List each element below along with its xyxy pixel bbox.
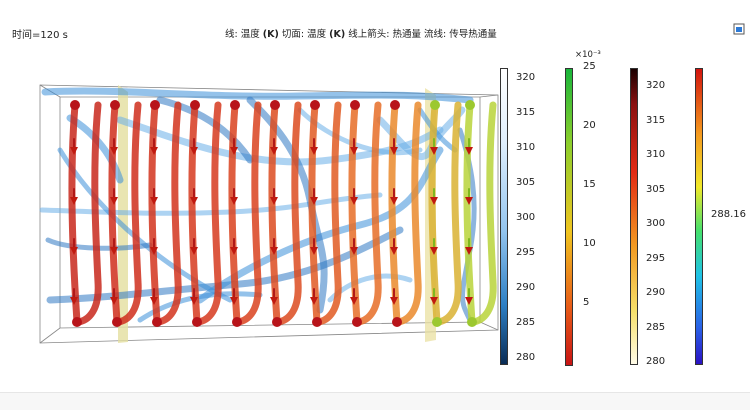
coil-node (312, 317, 322, 327)
coil-node (390, 100, 400, 110)
streamline-flux-legend: 288.16 (693, 66, 746, 366)
tick-label: 290 (516, 282, 536, 293)
stream-label: 流线: (424, 29, 447, 40)
tick-label: 295 (516, 247, 536, 258)
plot-description: 线: 温度 (K) 切面: 温度 (K) 线上箭头: 热通量 流线: 传导热通量 (225, 26, 497, 40)
time-label: 时间=120 s (12, 30, 68, 41)
coil-node (352, 317, 362, 327)
flux-colorbar (565, 68, 573, 366)
slice-colorbar (500, 68, 508, 365)
coil-node (112, 317, 122, 327)
coil-node (152, 317, 162, 327)
streamline (46, 226, 404, 304)
line-temperature-legend: 320 315 310 305 300 295 290 285 280 (628, 66, 678, 367)
streamline (156, 96, 254, 164)
tick-label: 300 (516, 212, 536, 223)
tick-label: 315 (646, 114, 666, 126)
tick-label: 315 (516, 107, 536, 118)
coil-node (190, 100, 200, 110)
coil-node (192, 317, 202, 327)
streamline (41, 87, 474, 104)
tick-label: 280 (646, 356, 666, 367)
stream-value: 传导热通量 (449, 29, 497, 40)
stream-colorbar (695, 68, 703, 365)
window-restore-icon[interactable] (733, 23, 745, 35)
arrow-flux-legend: ×10⁻³ 25 20 15 10 5 (563, 50, 613, 370)
coil-node (392, 317, 402, 327)
coil-node (465, 100, 475, 110)
slice-value: 温度 (307, 29, 327, 40)
arrow-value: 热通量 (392, 29, 421, 40)
line-unit: (K) (262, 29, 279, 40)
coil-node (70, 100, 80, 110)
coil-node (467, 317, 477, 327)
coil-node (272, 317, 282, 327)
coil-node (430, 100, 440, 110)
line-colorbar (630, 68, 638, 365)
slice-temperature-legend: 320 315 310 305 300 295 290 285 280 (498, 66, 548, 366)
tick-label: 320 (646, 80, 666, 91)
tick-label: 320 (516, 72, 536, 83)
arrow-label: 线上箭头: (348, 29, 390, 40)
tick-label: 310 (646, 149, 666, 160)
coil-node (232, 317, 242, 327)
line-label: 线: (225, 29, 238, 40)
coil-loop (348, 101, 382, 326)
tick-label: 10 (583, 238, 596, 249)
slice-label: 切面: (281, 29, 305, 40)
coil-node (270, 100, 280, 110)
plot-canvas[interactable] (0, 60, 505, 360)
tick-label: 285 (516, 317, 536, 328)
tick-label: 310 (516, 142, 536, 153)
tick-label: 305 (516, 177, 536, 188)
coil-node (230, 100, 240, 110)
heat-coils (68, 100, 497, 327)
slice-unit: (K) (329, 29, 346, 40)
tick-label: 300 (646, 218, 666, 229)
streamline (196, 146, 444, 304)
tick-label: 25 (583, 61, 596, 72)
tick-label: 305 (646, 183, 666, 195)
tick-label: 280 (516, 352, 536, 363)
tick-label: 290 (646, 287, 666, 298)
tick-label: 15 (583, 179, 596, 190)
tick-label: 295 (646, 252, 666, 264)
stream-tick: 288.16 (711, 209, 746, 220)
coil-node (432, 317, 442, 327)
coil-node (72, 317, 82, 327)
coil-node (150, 100, 160, 110)
line-value: 温度 (240, 29, 260, 40)
coil-node (110, 100, 120, 110)
tick-label: 285 (646, 321, 666, 333)
streamline (57, 147, 233, 303)
colorbar-exponent: ×10⁻³ (575, 50, 601, 60)
coil-node (350, 100, 360, 110)
tick-label: 5 (583, 297, 590, 308)
tick-label: 20 (583, 120, 596, 131)
coil-node (310, 100, 320, 110)
status-strip (0, 392, 750, 410)
